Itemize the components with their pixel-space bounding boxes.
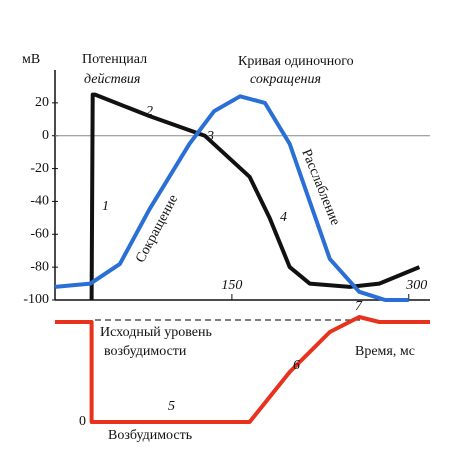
annotation: Потенциал: [82, 52, 147, 67]
annotation: 6: [293, 358, 300, 373]
annotation: 4: [280, 210, 287, 225]
annotation: действия: [84, 72, 140, 87]
y-tick-label: -20: [30, 161, 49, 176]
y2-tick-label: 0: [79, 414, 86, 429]
y-tick-label: -40: [30, 194, 49, 209]
y-tick-label: -60: [30, 227, 49, 242]
annotation: сокращения: [250, 72, 321, 87]
x-axis-label: Время, мс: [355, 344, 415, 359]
y-tick-label: -100: [23, 292, 49, 307]
series-line: [55, 315, 430, 424]
annotation: Исходный уровень: [100, 325, 212, 340]
annotation: 7: [355, 299, 363, 314]
x-tick-label: 300: [405, 278, 427, 293]
y-tick-label: -80: [30, 259, 49, 274]
annotation: 3: [206, 129, 214, 144]
annotation: 1: [102, 199, 109, 214]
series-line: [89, 92, 421, 301]
annotation: 5: [168, 399, 175, 414]
annotation: 2: [146, 104, 153, 119]
annotation: возбудимости: [104, 344, 187, 359]
x-tick-label: 150: [221, 278, 242, 293]
y-tick-label: 0: [42, 128, 49, 143]
series-line: [54, 94, 409, 302]
annotation: Кривая одиночного: [238, 54, 354, 69]
y-axis-label: мВ: [22, 52, 40, 67]
y-tick-label: 20: [35, 95, 49, 110]
annotation: Возбудимость: [108, 428, 192, 443]
